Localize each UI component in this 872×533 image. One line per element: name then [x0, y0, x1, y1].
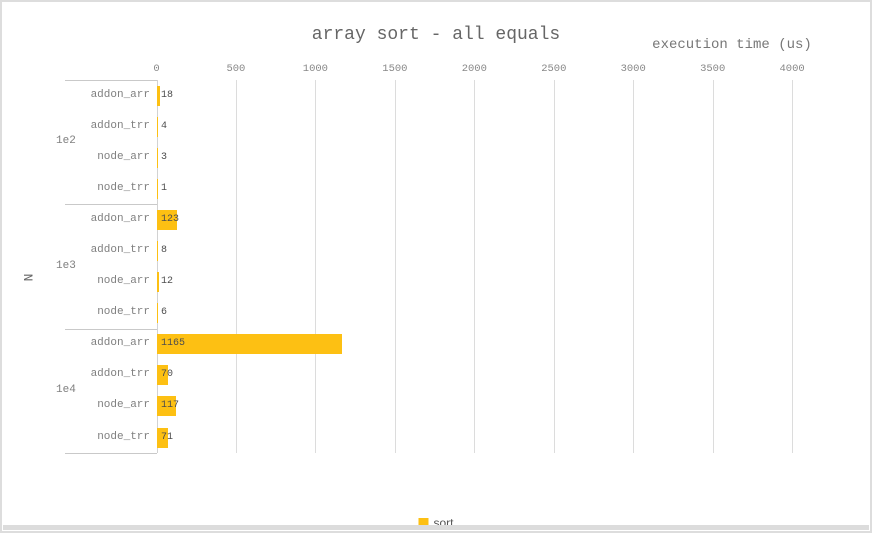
bar-value-label: 70	[161, 369, 174, 381]
bar-value-label: 71	[161, 431, 174, 443]
bar-sort-1e4-node_trr[interactable]	[157, 427, 169, 448]
bar-sort-1e2-addon_arr[interactable]	[157, 85, 160, 106]
x-tick-label: 0	[153, 63, 160, 75]
category-divider	[65, 328, 157, 330]
x-tick-label: 3000	[620, 63, 646, 75]
bar-value-label: 123	[161, 213, 180, 225]
category-label: node_trr	[97, 181, 150, 194]
bar-value-label: 8	[161, 245, 168, 256]
bar-sort-1e4-node_arr[interactable]	[157, 396, 176, 417]
x-tick-label: 3500	[700, 63, 726, 75]
x-tick-label: 2500	[541, 63, 567, 75]
gridline	[474, 80, 476, 453]
category-label: addon_trr	[90, 119, 150, 132]
gridline	[394, 80, 396, 453]
category-label: node_arr	[97, 150, 150, 163]
group-label: 1e3	[56, 259, 76, 272]
category-divider	[65, 204, 157, 206]
bar-sort-1e3-addon_trr[interactable]	[157, 241, 159, 261]
category-divider	[65, 80, 157, 81]
x-tick-label: 1500	[382, 63, 408, 75]
bar-value-label: 6	[161, 307, 168, 319]
x-tick-label: 500	[226, 63, 246, 75]
group-label: 1e4	[56, 383, 76, 396]
bar-value-label: 3	[161, 151, 168, 163]
gridline	[633, 80, 635, 453]
bar-sort-1e3-addon_arr[interactable]	[157, 209, 177, 230]
bar-value-label: 1165	[161, 338, 186, 350]
bar-sort-1e4-addon_arr[interactable]	[157, 334, 343, 355]
category-label: addon_trr	[90, 244, 150, 256]
y-axis-title: N	[21, 273, 37, 282]
horizontal-scrollbar[interactable]	[3, 525, 869, 530]
category-label: node_arr	[97, 275, 150, 287]
gridline	[792, 80, 794, 453]
category-label: addon_trr	[90, 368, 150, 381]
gridline	[553, 80, 555, 453]
x-tick-label: 4000	[779, 63, 805, 75]
chart-title: array sort - all equals	[311, 25, 561, 45]
group-label: 1e2	[56, 135, 76, 148]
category-divider	[65, 453, 157, 454]
x-axis-title: execution time (us)	[652, 37, 812, 53]
x-tick-label: 2000	[461, 63, 487, 75]
legend-color-swatch	[418, 518, 429, 528]
bar-sort-1e4-addon_trr[interactable]	[157, 365, 169, 386]
bar-value-label: 117	[161, 400, 180, 412]
category-label: addon_arr	[90, 337, 150, 350]
category-label: node_trr	[97, 306, 150, 319]
x-tick-label: 1000	[302, 63, 328, 75]
bar-sort-1e2-addon_trr[interactable]	[157, 116, 158, 137]
bar-value-label: 4	[161, 120, 168, 132]
category-label: addon_arr	[90, 88, 150, 101]
bar-value-label: 12	[161, 276, 174, 287]
category-label: addon_arr	[90, 212, 150, 225]
bar-value-label: 18	[161, 89, 174, 101]
gridline	[156, 80, 158, 453]
bar-sort-1e3-node_arr[interactable]	[157, 272, 159, 292]
gridline	[712, 80, 714, 453]
gridline	[235, 80, 237, 453]
category-label: node_arr	[97, 399, 150, 412]
bar-sort-1e3-node_trr[interactable]	[157, 303, 158, 324]
category-label: node_trr	[97, 430, 150, 443]
gridline	[315, 80, 317, 453]
bar-value-label: 1	[161, 182, 168, 194]
